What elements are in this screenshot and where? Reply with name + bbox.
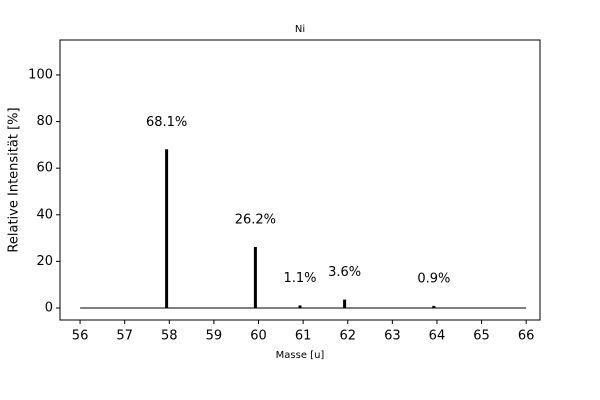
bar	[298, 305, 302, 308]
x-tick-label: 59	[206, 329, 223, 344]
y-tick-label: 20	[36, 254, 53, 269]
y-axis-label: Relative Intensität [%]	[7, 107, 22, 252]
value-label: 1.1%	[283, 271, 316, 286]
chart-title: Ni	[295, 24, 305, 35]
value-label: 26.2%	[235, 212, 276, 227]
y-tick-label: 80	[36, 114, 53, 129]
y-tick-label: 0	[45, 300, 53, 315]
x-tick-label: 62	[339, 329, 356, 344]
y-tick-label: 40	[36, 207, 53, 222]
x-tick-label: 61	[295, 329, 312, 344]
bar	[165, 149, 169, 308]
x-tick-label: 66	[518, 329, 535, 344]
y-tick-label: 100	[28, 67, 53, 82]
bar	[432, 305, 436, 308]
x-tick-label: 65	[473, 329, 490, 344]
x-tick-label: 58	[161, 329, 178, 344]
plot-frame	[59, 39, 541, 321]
value-label: 68.1%	[146, 115, 187, 130]
x-tick-label: 56	[72, 329, 89, 344]
x-axis-label: Masse [u]	[276, 350, 325, 361]
value-label: 3.6%	[328, 265, 361, 280]
x-tick-label: 60	[250, 329, 267, 344]
bar	[343, 299, 347, 308]
bar	[253, 246, 257, 308]
value-label: 0.9%	[417, 271, 450, 286]
x-tick-label: 64	[429, 329, 446, 344]
y-tick-label: 60	[36, 161, 53, 176]
x-tick-label: 57	[116, 329, 133, 344]
x-tick-label: 63	[384, 329, 401, 344]
